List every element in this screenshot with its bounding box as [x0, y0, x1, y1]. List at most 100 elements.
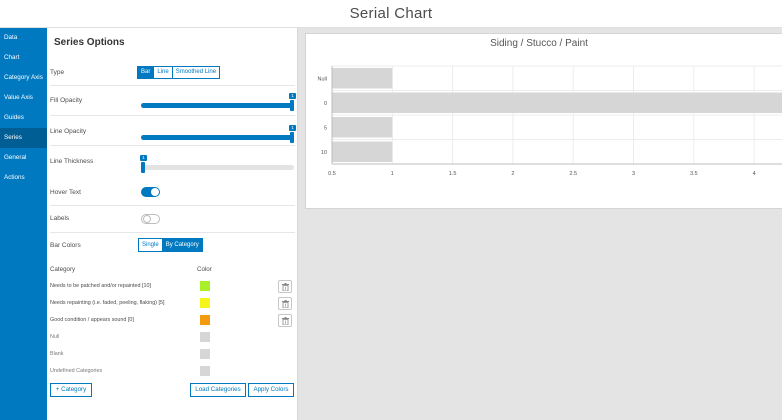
hover-text-label: Hover Text	[50, 189, 81, 196]
category-label: Undefined Categories	[50, 368, 103, 374]
x-tick-label: 3.5	[690, 171, 698, 177]
sidebar-item-label: Value Axis	[4, 94, 33, 101]
panel-title: Series Options	[54, 37, 125, 48]
category-label: Good condition / appears sound [0]	[50, 317, 134, 323]
slider-thumb[interactable]	[290, 100, 294, 111]
trash-icon	[282, 283, 289, 291]
type-row: Type Bar Line Smoothed Line	[50, 61, 295, 86]
type-segmented-control: Bar Line Smoothed Line	[137, 66, 221, 79]
hover-text-row: Hover Text	[50, 180, 295, 206]
category-column-header: Category	[50, 266, 76, 273]
bar-colors-option-single[interactable]: Single	[138, 238, 163, 252]
bar	[332, 68, 393, 89]
y-tick-label: 10	[321, 150, 327, 156]
type-option-line[interactable]: Line	[154, 66, 173, 79]
x-tick-label: 3	[632, 171, 635, 177]
category-color-swatch[interactable]	[200, 366, 210, 376]
category-label: Null	[50, 334, 60, 340]
type-option-bar[interactable]: Bar	[137, 66, 155, 79]
x-tick-label: 2	[511, 171, 514, 177]
x-tick-label: 0.5	[328, 171, 336, 177]
bar-colors-row: Bar Colors Single By Category	[50, 233, 295, 261]
line-opacity-row: Line Opacity 1	[50, 116, 296, 146]
fill-opacity-row: Fill Opacity 1	[50, 86, 296, 116]
bar	[332, 117, 393, 138]
labels-label: Labels	[50, 215, 70, 222]
trash-icon	[282, 317, 289, 325]
sidebar-item-data[interactable]: Data	[0, 28, 47, 48]
delete-category-button[interactable]	[278, 297, 292, 310]
sidebar-item-label: Guides	[4, 114, 24, 121]
sidebar-item-guides[interactable]: Guides	[0, 108, 47, 128]
delete-category-button[interactable]	[278, 280, 292, 293]
sidebar-item-label: Data	[4, 34, 18, 41]
category-label: Needs to be patched and/or repainted [10…	[50, 283, 151, 289]
chart-preview: Siding / Stucco / Paint Null 0 5 10 0.5 1 1.5 2…	[305, 33, 782, 209]
chart-workspace: Siding / Stucco / Paint Null 0 5 10 0.5 1 1.5 2…	[298, 28, 782, 420]
fill-opacity-label: Fill Opacity	[50, 97, 83, 104]
slider-fill	[141, 103, 294, 108]
labels-toggle[interactable]	[141, 214, 160, 224]
series-options-panel: Series Options Type Bar Line Smoothed Li…	[47, 28, 298, 420]
sidebar-item-general[interactable]: General	[0, 148, 47, 168]
category-label: Blank	[50, 351, 64, 357]
hover-text-toggle[interactable]	[141, 187, 160, 197]
slider-fill	[141, 135, 294, 140]
bar-chart: Null 0 5 10 0.5 1 1.5 2 2.5 3 3.5 4	[318, 65, 782, 177]
category-color-swatch[interactable]	[200, 315, 210, 325]
trash-icon	[282, 300, 289, 308]
sidebar-item-series[interactable]: Series	[0, 128, 47, 148]
slider-value-bubble: 1	[289, 125, 296, 131]
line-opacity-slider[interactable]: 1	[141, 125, 296, 143]
app-title: Serial Chart	[349, 5, 433, 22]
fill-opacity-slider[interactable]: 1	[141, 93, 296, 111]
line-thickness-label: Line Thickness	[50, 158, 94, 165]
y-tick-label: 5	[324, 125, 327, 131]
category-color-swatch[interactable]	[200, 298, 210, 308]
slider-value-bubble: 1	[140, 155, 147, 161]
type-label: Type	[50, 69, 65, 76]
slider-thumb[interactable]	[290, 132, 294, 143]
sidebar-item-label: Actions	[4, 174, 25, 181]
color-column-header: Color	[197, 266, 212, 273]
line-thickness-slider[interactable]: 1	[140, 155, 294, 173]
title-bar: Serial Chart	[0, 0, 782, 28]
x-tick-label: 1	[391, 171, 394, 177]
y-tick-label: 0	[324, 101, 327, 107]
category-color-swatch[interactable]	[200, 281, 210, 291]
labels-row: Labels	[50, 206, 295, 233]
bar-colors-label: Bar Colors	[50, 242, 81, 249]
slider-value-bubble: 1	[289, 93, 296, 99]
delete-category-button[interactable]	[278, 314, 292, 327]
bar	[332, 92, 782, 113]
sidebar-item-label: Chart	[4, 54, 20, 61]
chart-title: Siding / Stucco / Paint	[490, 38, 588, 49]
x-tick-label: 1.5	[449, 171, 457, 177]
category-color-swatch[interactable]	[200, 332, 210, 342]
bar-colors-segmented-control: Single By Category	[138, 238, 203, 252]
sidebar-item-label: General	[4, 154, 27, 161]
sidebar-item-label: Series	[4, 134, 22, 141]
sidebar-item-label: Category Axis	[4, 74, 43, 81]
sidebar-item-actions[interactable]: Actions	[0, 168, 47, 188]
sidebar-item-value-axis[interactable]: Value Axis	[0, 88, 47, 108]
bar-colors-option-by-category[interactable]: By Category	[162, 238, 203, 252]
toggle-knob	[143, 215, 151, 223]
sidebar-item-chart[interactable]: Chart	[0, 48, 47, 68]
slider-thumb[interactable]	[141, 162, 145, 173]
line-opacity-label: Line Opacity	[50, 128, 87, 135]
y-tick-label: Null	[318, 76, 327, 82]
line-thickness-row: Line Thickness 1	[50, 146, 295, 206]
x-tick-label: 2.5	[569, 171, 577, 177]
toggle-knob	[151, 188, 159, 196]
apply-colors-button[interactable]: Apply Colors	[248, 383, 294, 397]
load-categories-button[interactable]: Load Categories	[190, 383, 246, 397]
type-option-smoothed-line[interactable]: Smoothed Line	[172, 66, 221, 79]
sidebar-item-category-axis[interactable]: Category Axis	[0, 68, 47, 88]
sidebar-nav: Data Chart Category Axis Value Axis Guid…	[0, 28, 47, 420]
category-color-swatch[interactable]	[200, 349, 210, 359]
bar	[332, 141, 393, 162]
category-label: Needs repainting (i.e. faded, peeling, f…	[50, 300, 165, 306]
x-tick-label: 4	[753, 171, 756, 177]
add-category-button[interactable]: + Category	[50, 383, 92, 397]
